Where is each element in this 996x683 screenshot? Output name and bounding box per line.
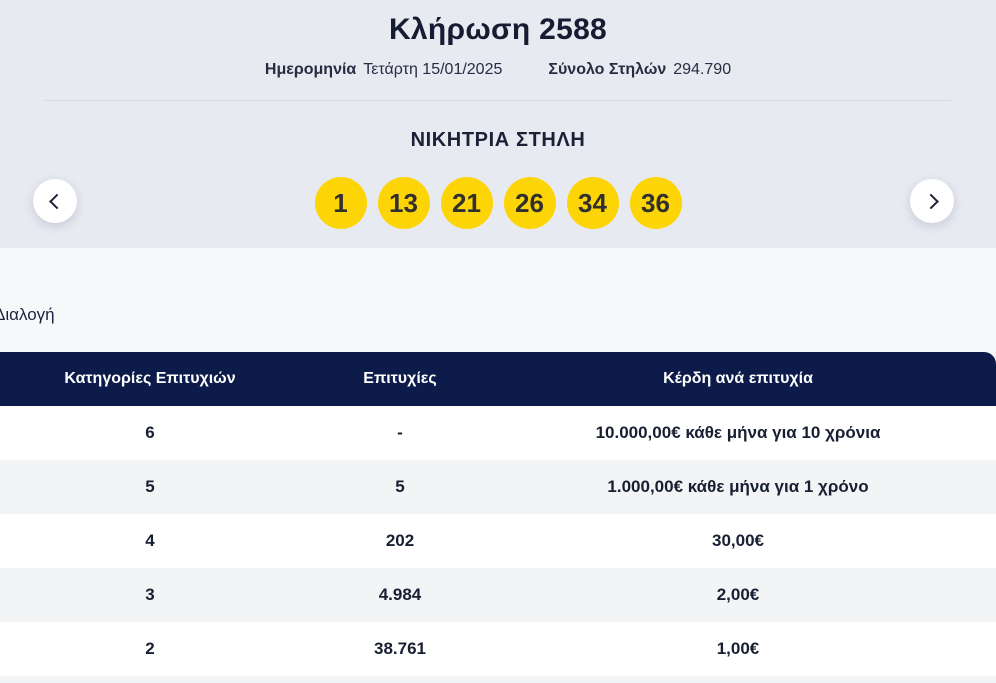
category-cell: 3	[145, 585, 155, 604]
draw-meta: Ημερομηνία Τετάρτη 15/01/2025 Σύνολο Στη…	[0, 60, 996, 80]
winning-number-ball: 34	[566, 177, 619, 229]
table-row-partial	[0, 676, 996, 683]
category-cell: 6	[145, 423, 155, 442]
wins-cell: 38.761	[374, 639, 426, 658]
table-row: 4 202 30,00€	[0, 514, 996, 568]
total-columns: Σύνολο Στηλών 294.790	[548, 60, 731, 80]
prize-cell: 30,00€	[712, 531, 764, 550]
winning-column-title: ΝΙΚΗΤΡΙΑ ΣΤΗΛΗ	[410, 129, 586, 151]
breakdown-title: Διαλογή	[0, 305, 55, 324]
winning-numbers: 1 13 21 26 34 36	[0, 177, 996, 229]
next-draw-button[interactable]	[910, 179, 954, 223]
winning-number-ball: 26	[503, 177, 556, 229]
chevron-right-icon	[922, 193, 939, 209]
table-row: 5 5 1.000,00€ κάθε μήνα για 1 χρόνο	[0, 460, 996, 514]
header-categories: Κατηγορίες Επιτυχιών	[64, 370, 236, 387]
table-row: 2 38.761 1,00€	[0, 622, 996, 676]
winning-number-ball: 36	[629, 177, 682, 229]
draw-hero: Κλήρωση 2588 Ημερομηνία Τετάρτη 15/01/20…	[0, 0, 996, 248]
results-section: Διαλογή Κατηγορίες Επιτυχιών Επιτυχίες Κ…	[0, 304, 996, 683]
category-cell: 5	[145, 477, 155, 496]
date-value: Τετάρτη 15/01/2025	[363, 61, 503, 78]
table-row: 3 4.984 2,00€	[0, 568, 996, 622]
category-cell: 2	[145, 639, 155, 658]
page-title: Κλήρωση 2588	[388, 13, 608, 46]
columns-label: Σύνολο Στηλών	[548, 61, 667, 78]
table-row: 6 - 10.000,00€ κάθε μήνα για 10 χρόνια	[0, 406, 996, 460]
winning-number-ball: 1	[314, 177, 367, 229]
winning-number-ball: 21	[440, 177, 493, 229]
header-prize: Κέρδη ανά επιτυχία	[663, 370, 813, 387]
prize-cell: 1,00€	[716, 639, 760, 658]
prize-cell: 2,00€	[716, 585, 760, 604]
wins-cell: 202	[385, 531, 415, 550]
divider	[45, 100, 951, 101]
date-label: Ημερομηνία	[264, 61, 357, 78]
table-body: 6 - 10.000,00€ κάθε μήνα για 10 χρόνια 5…	[0, 406, 996, 676]
columns-value: 294.790	[673, 61, 732, 78]
category-cell: 4	[145, 531, 155, 550]
prize-cell: 10.000,00€ κάθε μήνα για 10 χρόνια	[595, 423, 881, 442]
chevron-left-icon	[48, 193, 65, 209]
draw-date: Ημερομηνία Τετάρτη 15/01/2025	[265, 60, 502, 80]
wins-cell: -	[397, 423, 403, 442]
header-wins: Επιτυχίες	[363, 370, 437, 387]
previous-draw-button[interactable]	[33, 179, 77, 223]
winning-number-ball: 13	[377, 177, 430, 229]
wins-cell: 5	[395, 477, 405, 496]
prize-cell: 1.000,00€ κάθε μήνα για 1 χρόνο	[607, 477, 869, 496]
prize-table: Κατηγορίες Επιτυχιών Επιτυχίες Κέρδη ανά…	[0, 352, 996, 683]
table-header-row: Κατηγορίες Επιτυχιών Επιτυχίες Κέρδη ανά…	[0, 352, 996, 406]
wins-cell: 4.984	[378, 585, 422, 604]
